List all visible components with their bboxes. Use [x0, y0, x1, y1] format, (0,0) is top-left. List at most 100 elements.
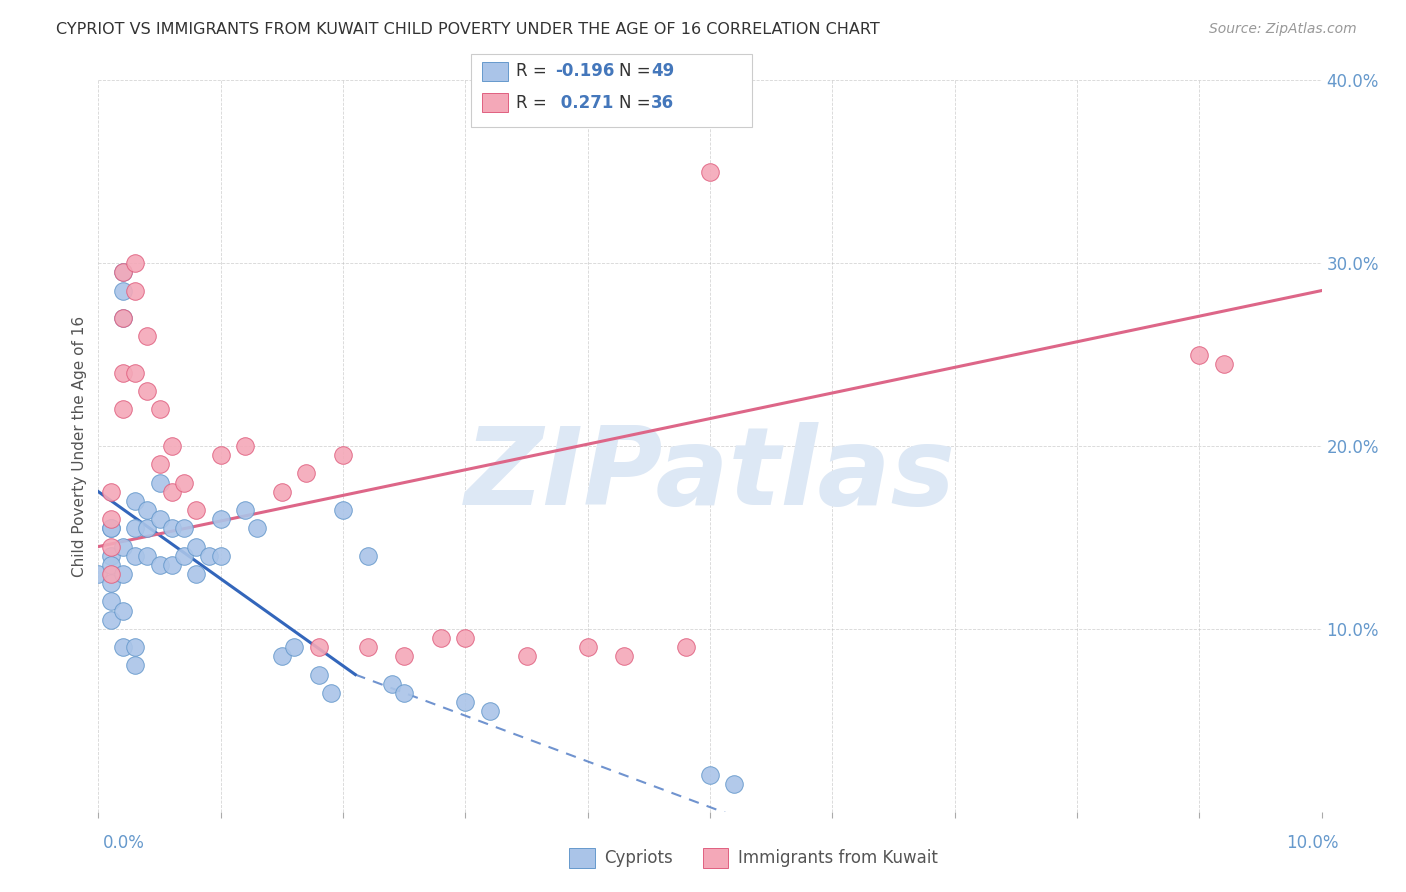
Point [699, 768, 721, 782]
Point [111, 603, 134, 617]
Text: 36: 36 [651, 94, 673, 112]
Point [332, 503, 354, 517]
Point [124, 284, 146, 298]
Point [173, 521, 195, 535]
Point [186, 503, 208, 517]
Point [209, 549, 232, 563]
Point [136, 521, 159, 535]
Point [124, 549, 146, 563]
Point [209, 448, 232, 462]
Point [392, 686, 416, 700]
Point [675, 640, 697, 655]
Point [124, 366, 146, 380]
Point [100, 558, 122, 572]
Point [111, 640, 134, 655]
Text: R =: R = [516, 62, 553, 80]
Point [186, 540, 208, 554]
Point [392, 649, 416, 664]
Point [100, 512, 122, 526]
Point [111, 265, 134, 279]
Point [100, 549, 122, 563]
Point [454, 631, 477, 645]
Point [149, 402, 172, 417]
Point [173, 475, 195, 490]
Point [160, 439, 183, 453]
Point [186, 567, 208, 582]
Point [149, 512, 172, 526]
Point [136, 329, 159, 343]
Point [283, 640, 305, 655]
Point [233, 439, 256, 453]
Point [197, 549, 219, 563]
Point [149, 475, 172, 490]
Point [270, 484, 292, 499]
Point [356, 640, 378, 655]
Point [1212, 357, 1234, 371]
Text: CYPRIOT VS IMMIGRANTS FROM KUWAIT CHILD POVERTY UNDER THE AGE OF 16 CORRELATION : CYPRIOT VS IMMIGRANTS FROM KUWAIT CHILD … [56, 22, 880, 37]
Point [124, 640, 146, 655]
Text: Cypriots: Cypriots [605, 849, 673, 867]
Point [100, 484, 122, 499]
Point [160, 558, 183, 572]
Point [613, 649, 636, 664]
Text: R =: R = [516, 94, 553, 112]
Point [173, 549, 195, 563]
Text: 49: 49 [651, 62, 675, 80]
Text: 10.0%: 10.0% [1286, 834, 1339, 852]
Point [308, 667, 330, 681]
Text: N =: N = [619, 62, 655, 80]
Text: 0.0%: 0.0% [103, 834, 145, 852]
Point [124, 658, 146, 673]
Point [111, 265, 134, 279]
Point [100, 567, 122, 582]
Text: -0.196: -0.196 [555, 62, 614, 80]
Point [699, 165, 721, 179]
Y-axis label: Child Poverty Under the Age of 16: Child Poverty Under the Age of 16 [72, 316, 87, 576]
Text: ZIPatlas: ZIPatlas [464, 422, 956, 528]
Point [124, 521, 146, 535]
Point [100, 613, 122, 627]
Point [308, 640, 330, 655]
Point [332, 448, 354, 462]
Point [124, 256, 146, 270]
Point [111, 311, 134, 326]
Point [430, 631, 453, 645]
Point [111, 540, 134, 554]
Text: Source: ZipAtlas.com: Source: ZipAtlas.com [1209, 22, 1357, 37]
Point [356, 549, 378, 563]
Point [100, 576, 122, 591]
Point [723, 777, 745, 791]
Point [246, 521, 269, 535]
Point [160, 521, 183, 535]
Point [111, 311, 134, 326]
Point [454, 695, 477, 709]
Point [209, 512, 232, 526]
Text: N =: N = [619, 94, 655, 112]
Point [124, 493, 146, 508]
Point [136, 384, 159, 399]
Point [516, 649, 538, 664]
Point [111, 366, 134, 380]
Point [136, 503, 159, 517]
Point [100, 521, 122, 535]
Point [136, 549, 159, 563]
Point [295, 467, 318, 481]
Point [270, 649, 292, 664]
Point [100, 594, 122, 608]
Point [87, 567, 110, 582]
Point [111, 402, 134, 417]
Point [1188, 348, 1211, 362]
Point [149, 458, 172, 472]
Point [160, 484, 183, 499]
Text: Immigrants from Kuwait: Immigrants from Kuwait [738, 849, 938, 867]
Point [381, 676, 404, 690]
Point [100, 540, 122, 554]
Point [111, 567, 134, 582]
Point [478, 704, 501, 718]
Point [149, 558, 172, 572]
Text: 0.271: 0.271 [555, 94, 614, 112]
Point [319, 686, 342, 700]
Point [233, 503, 256, 517]
Point [100, 521, 122, 535]
Point [576, 640, 599, 655]
